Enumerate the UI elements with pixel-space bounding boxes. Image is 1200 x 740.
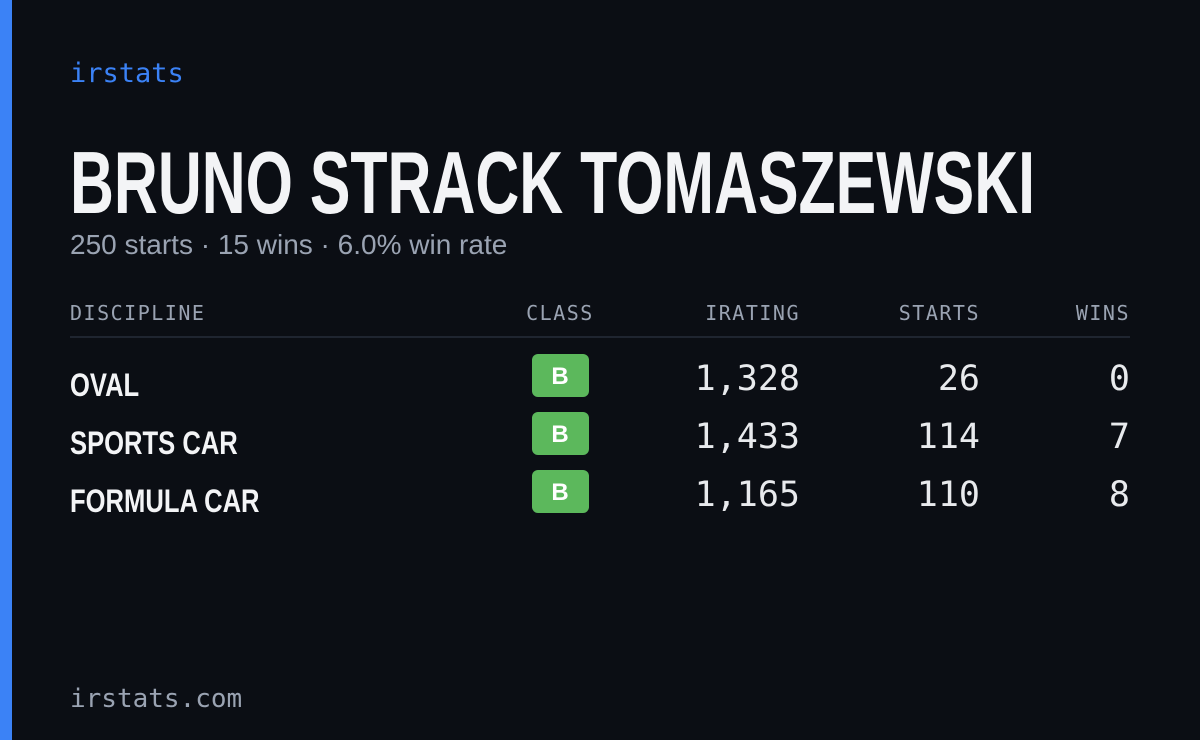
stat-value: 114 — [917, 417, 980, 457]
class-badge — [532, 354, 589, 397]
column-header: DISCIPLINE — [70, 301, 205, 325]
stat-value: 7 — [1109, 417, 1130, 457]
class-badge — [532, 412, 589, 455]
stat-value: 8 — [1109, 475, 1130, 515]
accent-bar — [0, 0, 12, 740]
column-header: WINS — [1076, 301, 1130, 325]
discipline-name: SPORTS CAR — [70, 426, 238, 461]
column-header: STARTS — [899, 301, 980, 325]
discipline-name: OVAL — [70, 368, 139, 403]
subtitle: 250 starts · 15 wins · 6.0% win rate — [70, 229, 507, 260]
discipline-name: FORMULA CAR — [70, 484, 260, 519]
stat-value: 1,165 — [695, 475, 800, 515]
brand: irstats — [70, 58, 184, 89]
stat-value: 1,433 — [695, 417, 800, 457]
class-label: B — [551, 421, 568, 448]
class-label: B — [551, 479, 568, 506]
class-label: B — [551, 363, 568, 390]
column-header: IRATING — [705, 301, 800, 325]
stat-value: 0 — [1109, 359, 1130, 399]
footer: irstats.com — [70, 684, 242, 714]
stat-value: 26 — [938, 359, 980, 399]
stat-value: 110 — [917, 475, 980, 515]
stat-value: 1,328 — [695, 359, 800, 399]
player-name: BRUNO STRACK TOMASZEWSKI — [70, 133, 1035, 232]
class-badge — [532, 470, 589, 513]
column-header: CLASS — [526, 301, 594, 325]
